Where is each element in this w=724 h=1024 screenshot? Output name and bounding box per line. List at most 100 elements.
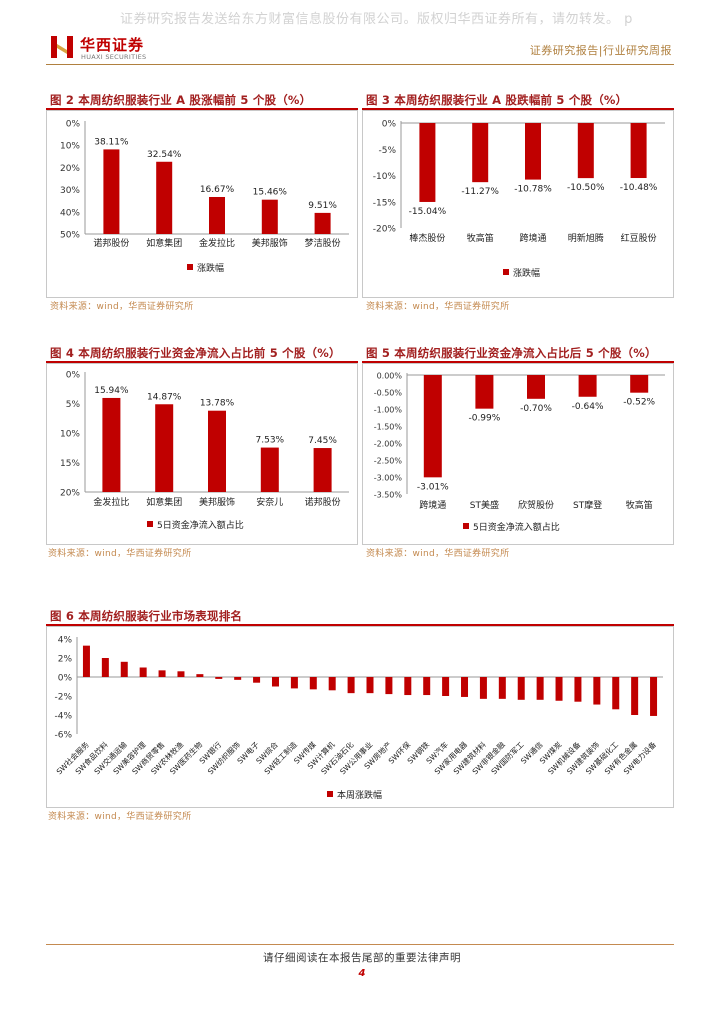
bar bbox=[309, 677, 317, 690]
y-tick-label: 50% bbox=[60, 231, 80, 241]
figure-2-title: 图 2 本周纺织服装行业 A 股涨幅前 5 个股（%） bbox=[50, 93, 312, 107]
category-label: 欣贺股份 bbox=[518, 499, 554, 511]
category-label: ST美盛 bbox=[470, 499, 499, 511]
data-label: -10.50% bbox=[567, 183, 605, 193]
data-label: 9.51% bbox=[308, 201, 337, 211]
bar bbox=[234, 677, 242, 680]
y-tick-label: -1.00% bbox=[374, 406, 403, 415]
bar bbox=[630, 123, 647, 179]
figure-3-rule bbox=[362, 108, 674, 110]
y-tick-label: 0% bbox=[66, 371, 81, 381]
bar bbox=[155, 404, 174, 492]
bar bbox=[102, 397, 121, 492]
bar bbox=[498, 677, 506, 699]
data-label: -0.52% bbox=[623, 398, 655, 408]
bar bbox=[177, 671, 185, 677]
figure-3-title: 图 3 本周纺织服装行业 A 股跌幅前 5 个股（%） bbox=[366, 93, 628, 107]
bar bbox=[442, 677, 450, 696]
y-tick-label: -3.50% bbox=[374, 491, 403, 500]
legend-label: 涨跌幅 bbox=[513, 267, 540, 279]
y-tick-label: 40% bbox=[60, 208, 80, 218]
legend-swatch bbox=[327, 791, 333, 797]
bar bbox=[261, 199, 278, 234]
legend-label: 涨跌幅 bbox=[197, 262, 224, 274]
bar bbox=[139, 667, 147, 677]
bar bbox=[290, 677, 298, 689]
bar bbox=[196, 674, 204, 677]
bar bbox=[209, 196, 225, 234]
category-label: 棒杰股份 bbox=[409, 232, 445, 244]
bar bbox=[101, 658, 109, 677]
bar bbox=[577, 123, 594, 179]
bar bbox=[347, 677, 355, 694]
y-tick-label: 0% bbox=[58, 674, 73, 684]
y-tick-label: -5% bbox=[378, 146, 396, 156]
data-label: -0.70% bbox=[520, 404, 552, 414]
y-tick-label: 10% bbox=[60, 430, 80, 440]
bar bbox=[253, 677, 261, 683]
legal-disclaimer: 请仔细阅读在本报告尾部的重要法律声明 bbox=[263, 952, 461, 964]
category-label: 跨境通 bbox=[419, 499, 446, 511]
category-label: 美邦服饰 bbox=[252, 237, 288, 249]
bar bbox=[578, 375, 597, 397]
data-label: -0.64% bbox=[572, 402, 604, 412]
data-label: -10.78% bbox=[514, 185, 552, 195]
bar bbox=[366, 677, 374, 694]
bar bbox=[423, 677, 431, 696]
category-label: 美邦服饰 bbox=[199, 496, 235, 508]
y-tick-label: -2% bbox=[54, 693, 72, 703]
y-tick-label: 15% bbox=[60, 459, 80, 469]
footer-divider bbox=[46, 944, 674, 945]
data-label: 7.53% bbox=[256, 436, 285, 446]
bar bbox=[536, 677, 544, 700]
y-tick-label: -2.50% bbox=[374, 457, 403, 466]
bar bbox=[314, 212, 331, 234]
category-label: 红豆股份 bbox=[621, 232, 657, 244]
figure-5-source: 资料来源：wind，华西证券研究所 bbox=[366, 549, 510, 559]
category-label: 金发拉比 bbox=[199, 237, 235, 249]
bar bbox=[574, 677, 582, 702]
category-label: 牧高笛 bbox=[626, 499, 653, 511]
page-number: 4 bbox=[358, 968, 366, 979]
figure-4-title: 图 4 本周纺织服装行业资金净流入占比前 5 个股（%） bbox=[50, 346, 341, 360]
category-label: 诺邦股份 bbox=[93, 237, 129, 249]
legend-swatch bbox=[503, 269, 509, 275]
bar bbox=[208, 410, 226, 492]
bar bbox=[423, 375, 442, 478]
data-label: -3.01% bbox=[417, 482, 449, 492]
figure-6-source: 资料来源：wind，华西证券研究所 bbox=[48, 812, 192, 822]
huaxi-logo-icon bbox=[51, 36, 73, 58]
figure-2-chart: 0% 10% 20% 30% 40% 50% 38.11% 诺邦股份 32.54% 如意集团 16.… bbox=[46, 110, 358, 298]
bar bbox=[472, 123, 489, 183]
bar bbox=[82, 645, 90, 677]
y-tick-label: 30% bbox=[60, 186, 80, 196]
figure-4-chart: 0% 5% 10% 15% 20% 15.94% 金发拉比 14.87% 如意集团 13.78% 美… bbox=[46, 363, 358, 545]
data-label: 13.78% bbox=[200, 399, 235, 409]
figure-3-chart: 0% -5% -10% -15% -20% -15.04% 棒杰股份 -11.27% 牧高笛 -1… bbox=[362, 110, 674, 298]
bar bbox=[630, 375, 649, 393]
y-tick-label: 2% bbox=[58, 655, 73, 665]
legend-swatch bbox=[187, 264, 193, 270]
figure-4-source: 资料来源：wind，华西证券研究所 bbox=[48, 549, 192, 559]
y-tick-label: 5% bbox=[66, 400, 81, 410]
data-label: -0.99% bbox=[468, 414, 500, 424]
category-label: 跨境通 bbox=[519, 232, 546, 244]
figure-4-rule bbox=[46, 361, 358, 363]
data-label: -15.04% bbox=[409, 207, 447, 217]
figure-2-source: 资料来源：wind，华西证券研究所 bbox=[50, 302, 194, 312]
y-tick-label: -4% bbox=[54, 712, 72, 722]
figure-5-title: 图 5 本周纺织服装行业资金净流入占比后 5 个股（%） bbox=[366, 346, 657, 360]
y-tick-label: -20% bbox=[373, 225, 397, 235]
data-label: -11.27% bbox=[461, 187, 499, 197]
bar bbox=[555, 677, 563, 701]
bar bbox=[103, 149, 120, 234]
figure-5-rule bbox=[362, 361, 674, 363]
y-tick-label: -3.00% bbox=[374, 474, 403, 483]
category-label: 如意集团 bbox=[146, 496, 182, 508]
category-label: 诺邦股份 bbox=[305, 496, 341, 508]
category-label: ST摩登 bbox=[573, 499, 602, 511]
y-tick-label: 10% bbox=[60, 142, 80, 152]
y-tick-label: 0.00% bbox=[377, 372, 403, 381]
y-tick-label: 0% bbox=[382, 120, 397, 130]
logo-name: 华西证券 bbox=[80, 36, 145, 54]
